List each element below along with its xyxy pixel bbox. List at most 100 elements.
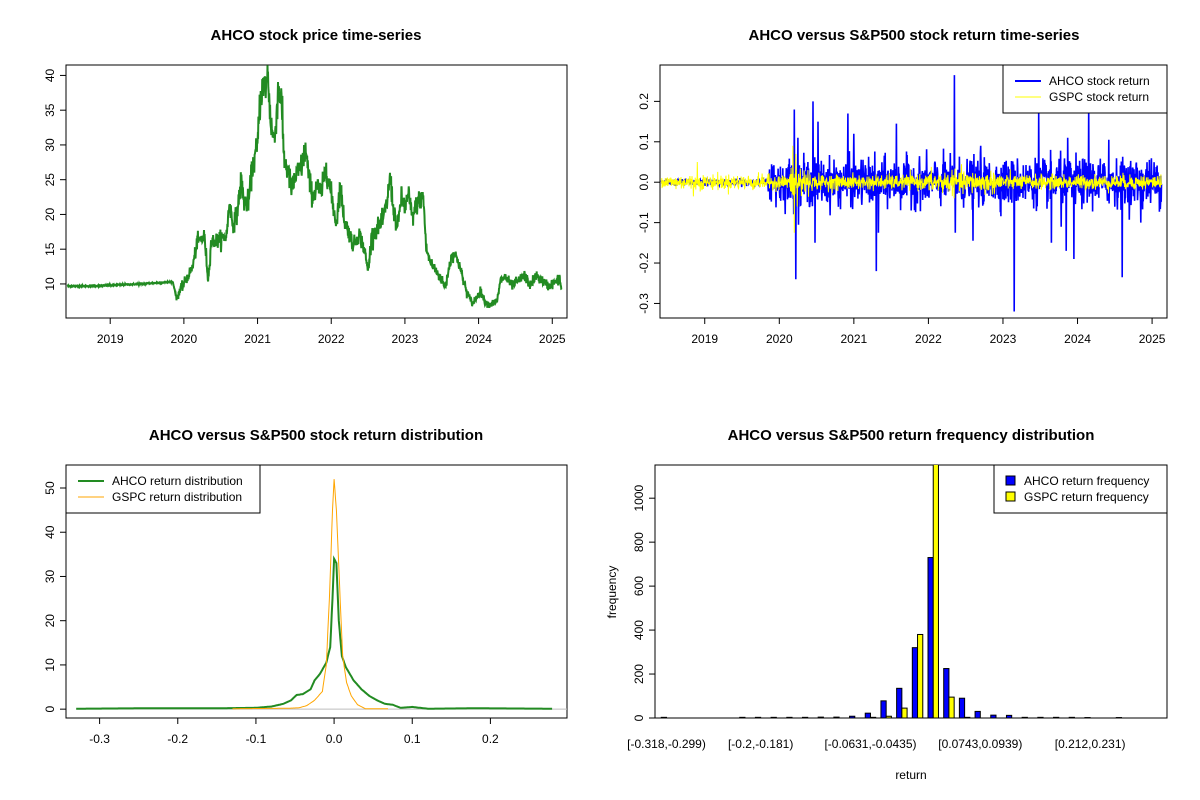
x-tick-label: 2022 — [915, 332, 942, 346]
y-tick-label: 0.0 — [637, 174, 651, 191]
y-tick-label: 600 — [632, 576, 646, 596]
ahco-frequency-bar — [1021, 716, 1028, 718]
ahco-frequency-bar — [817, 716, 824, 718]
y-tick-label: 25 — [43, 173, 57, 187]
ahco-frequency-bar — [739, 716, 746, 718]
x-tick-label: 2021 — [244, 332, 271, 346]
y-tick-label: 200 — [632, 664, 646, 684]
x-tick-label: -0.1 — [246, 732, 267, 746]
gspc-density-line — [232, 479, 388, 710]
x-tick-label: 2019 — [691, 332, 718, 346]
y-tick-label: 40 — [43, 525, 57, 539]
x-category-label: [-0.0631,-0.0435) — [824, 737, 916, 751]
gspc-frequency-bar — [948, 696, 955, 718]
x-tick-label: 2020 — [171, 332, 198, 346]
y-tick-label: -0.2 — [637, 252, 651, 273]
y-tick-label: -0.3 — [637, 293, 651, 314]
ahco-frequency-bar — [1005, 714, 1013, 718]
ahco-frequency-bar — [801, 716, 809, 718]
ahco-frequency-bar — [1037, 716, 1044, 718]
chart-title: AHCO stock price time-series — [211, 27, 422, 44]
y-tick-label: 20 — [43, 207, 57, 221]
plot-frame — [65, 464, 568, 719]
y-tick-label: 40 — [43, 68, 57, 82]
x-tick-label: 2020 — [766, 332, 793, 346]
legend-color-swatch — [1005, 491, 1016, 502]
y-tick-label: 10 — [43, 277, 57, 291]
gspc-return-line — [661, 145, 1162, 233]
gspc-frequency-bar — [885, 715, 892, 718]
x-category-label: [-0.318,-0.299) — [627, 737, 706, 751]
gspc-frequency-bar — [964, 716, 971, 718]
ahco-frequency-bar — [974, 710, 981, 718]
x-tick-label: 2024 — [1064, 332, 1091, 346]
legend-box — [993, 464, 1168, 514]
ahco-frequency-bar — [1053, 716, 1060, 718]
y-tick-label: 0 — [43, 705, 57, 712]
y-tick-label: 0 — [632, 714, 646, 721]
ahco-frequency-bar — [849, 715, 856, 718]
x-category-label: [0.0743,0.0939) — [938, 737, 1022, 751]
ahco-price-line — [66, 65, 563, 309]
legend-entry: AHCO return distribution — [112, 474, 243, 488]
x-tick-label: 2023 — [990, 332, 1017, 346]
x-axis-title: return — [895, 768, 926, 782]
x-tick-label: 2024 — [465, 332, 492, 346]
chart-title: AHCO versus S&P500 stock return time-ser… — [749, 27, 1080, 44]
y-tick-label: 10 — [43, 658, 57, 672]
gspc-frequency-bar — [917, 633, 924, 718]
gspc-frequency-bar — [901, 707, 908, 718]
ahco-frequency-bar — [660, 716, 668, 718]
ahco-frequency-bar — [1068, 716, 1075, 718]
x-tick-label: 2021 — [841, 332, 868, 346]
y-axis-title: frequency — [605, 566, 619, 619]
y-tick-label: 0.1 — [637, 133, 651, 150]
y-tick-label: 50 — [43, 481, 57, 495]
panel-4: AHCO versus S&P500 return frequency dist… — [605, 427, 1168, 782]
y-tick-label: -0.1 — [637, 212, 651, 233]
legend-entry: GSPC stock return — [1049, 90, 1149, 104]
x-tick-label: -0.2 — [167, 732, 188, 746]
y-tick-label: 0.2 — [637, 93, 651, 110]
panel-1: AHCO stock price time-series 2019 2020 2021… — [43, 27, 568, 346]
panel-3: AHCO versus S&P500 stock return distribu… — [43, 427, 568, 746]
x-tick-label: 2019 — [97, 332, 124, 346]
panel-2: AHCO versus S&P500 stock return time-ser… — [637, 27, 1168, 346]
y-tick-label: 15 — [43, 242, 57, 256]
x-tick-label: -0.3 — [89, 732, 110, 746]
chart-title: AHCO versus S&P500 stock return distribu… — [149, 427, 483, 444]
ahco-frequency-bar — [864, 712, 871, 718]
ahco-frequency-bar — [754, 716, 762, 718]
legend-color-swatch — [1005, 475, 1016, 486]
gspc-frequency-bar — [932, 465, 939, 718]
y-tick-label: 400 — [632, 620, 646, 640]
legend-entry: AHCO return frequency — [1024, 474, 1149, 488]
x-category-label: [0.212,0.231) — [1055, 737, 1126, 751]
legend-entry: GSPC return distribution — [112, 490, 242, 504]
ahco-frequency-bar — [896, 687, 903, 718]
y-tick-label: 30 — [43, 569, 57, 583]
y-tick-label: 1000 — [632, 485, 646, 512]
plot-frame — [659, 64, 1168, 319]
y-tick-label: 35 — [43, 103, 57, 117]
gspc-frequency-bar — [869, 716, 877, 718]
plot-frame — [654, 464, 1168, 719]
chart-title: AHCO versus S&P500 return frequency dist… — [728, 427, 1095, 444]
ahco-frequency-bar — [990, 714, 997, 718]
ahco-frequency-bar — [943, 668, 950, 718]
legend-box — [1002, 64, 1168, 114]
plot-frame — [65, 64, 568, 319]
x-tick-label: 0.0 — [326, 732, 343, 746]
y-tick-label: 20 — [43, 614, 57, 628]
y-tick-label: 30 — [43, 138, 57, 152]
ahco-frequency-bar — [833, 716, 840, 718]
bars — [660, 465, 1128, 718]
legend-entry: AHCO stock return — [1049, 74, 1150, 88]
x-tick-label: 2023 — [392, 332, 419, 346]
y-tick-label: 800 — [632, 532, 646, 552]
x-tick-label: 0.1 — [404, 732, 421, 746]
x-tick-label: 2022 — [318, 332, 345, 346]
legend-box — [65, 464, 261, 514]
legend-entry: GSPC return frequency — [1024, 490, 1149, 504]
